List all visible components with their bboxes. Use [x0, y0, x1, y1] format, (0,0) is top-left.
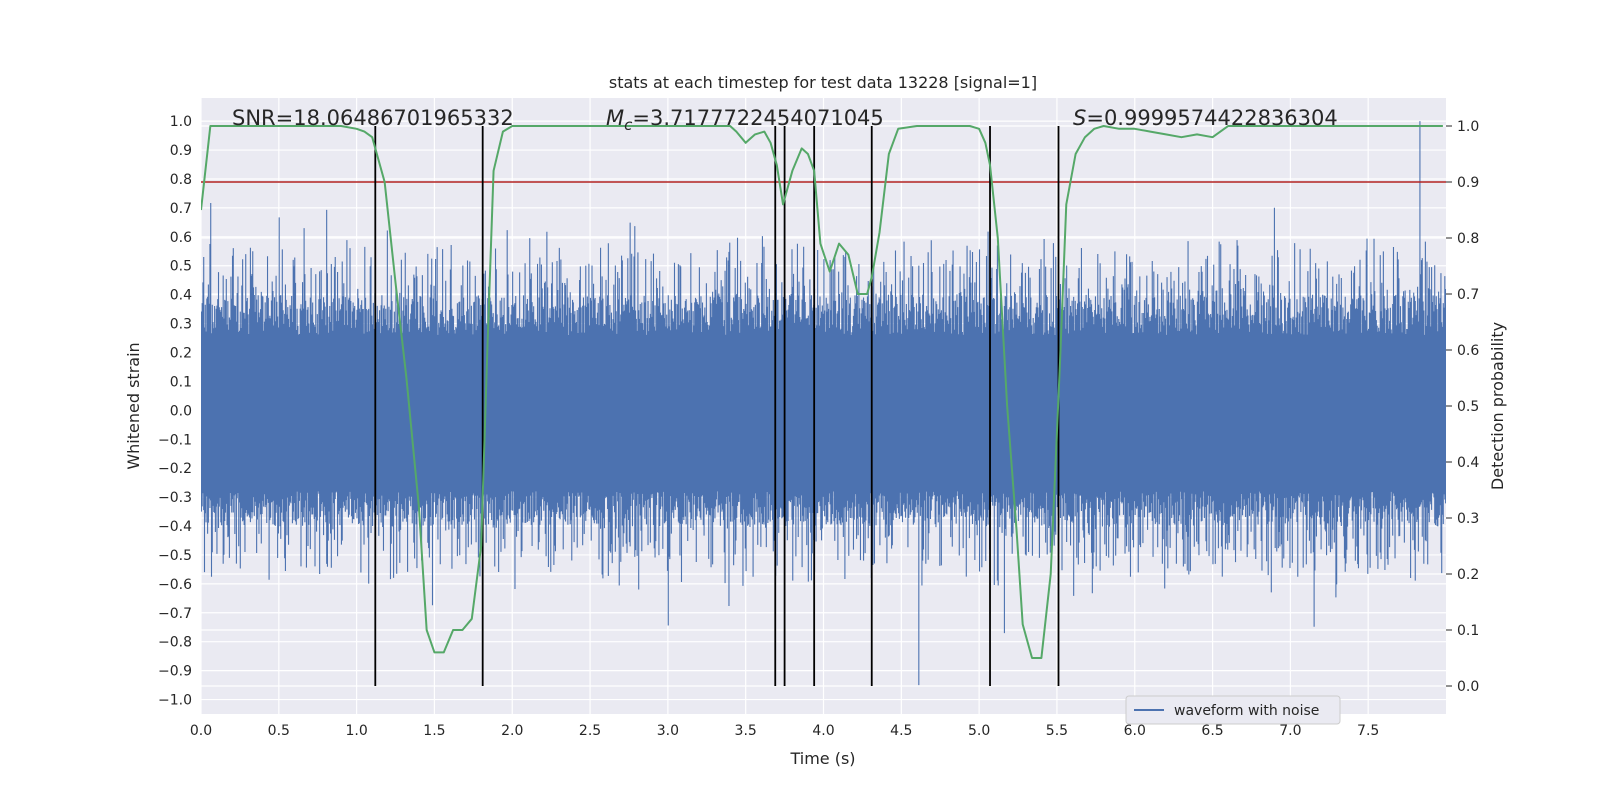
y-axis-label: Whitened strain: [124, 342, 143, 469]
event-lines: [374, 126, 1060, 686]
x-tick-label: 7.5: [1357, 723, 1379, 739]
x-tick-label: 5.5: [1046, 723, 1068, 739]
right-tick-label: 0.8: [1457, 231, 1479, 247]
y-tick-label: −1.0: [158, 693, 192, 709]
snr-annotation: SNR=18.06486701965332: [232, 106, 514, 130]
x-tick-label: 1.0: [345, 723, 367, 739]
chirp-mass-annotation: Mc=3.7177722454071045: [606, 106, 884, 134]
y-tick-label: 0.0: [170, 403, 192, 419]
y-tick-label: 0.4: [170, 288, 192, 304]
chirp-mass-subscript: c: [624, 116, 633, 134]
probability-layer: [201, 125, 1443, 659]
right-tick-label: 0.4: [1457, 455, 1479, 471]
y-tick-label: −0.2: [158, 461, 192, 477]
right-tick-label: 0.3: [1457, 511, 1479, 527]
legend-box: [1125, 695, 1341, 725]
y-tick-label: 0.1: [170, 374, 192, 390]
right-tick-label: 0.5: [1457, 399, 1479, 415]
right-tick-label: 0.1: [1457, 623, 1479, 639]
x-tick-label: 3.0: [657, 723, 679, 739]
x-tick-label: 3.5: [735, 723, 757, 739]
x-tick-label: 4.0: [812, 723, 834, 739]
y-tick-label: −0.7: [158, 606, 192, 622]
right-axis-label: Detection probability: [1488, 322, 1507, 490]
x-tick-label: 6.5: [1201, 723, 1223, 739]
y-tick-label: −0.8: [158, 635, 192, 651]
waveform-line: [201, 121, 1446, 686]
chirp-mass-value: =3.7177722454071045: [632, 106, 883, 130]
y-tick-label: −0.4: [158, 519, 192, 535]
y-tick-label: 0.7: [170, 201, 192, 217]
x-axis-label: Time (s): [789, 749, 855, 768]
legend-label: waveform with noise: [1174, 703, 1319, 719]
s-symbol: S: [1073, 106, 1086, 130]
y-tick-label: −0.5: [158, 548, 192, 564]
right-tick-label: 0.9: [1457, 175, 1479, 191]
chart-title: stats at each timestep for test data 132…: [609, 73, 1037, 92]
x-tick-label: 5.0: [968, 723, 990, 739]
waveform-series: [201, 121, 1446, 686]
probability-line: [201, 125, 1443, 659]
s-value: =0.9999574422836304: [1086, 106, 1337, 130]
right-tick-label: 0.7: [1457, 287, 1479, 303]
x-tick-label: 1.5: [423, 723, 445, 739]
snr-prob-annotation: S=0.9999574422836304: [1073, 106, 1338, 130]
x-tick-label: 0.5: [268, 723, 290, 739]
y-tick-label: 0.8: [170, 172, 192, 188]
y-axis-ticks: 1.0 0.9 0.8 0.7 0.6 0.5 0.4 0.3 0.2 0.1 0.0 −0.1 −0.…: [158, 114, 192, 708]
x-tick-label: 2.5: [579, 723, 601, 739]
right-tick-label: 0.0: [1457, 679, 1479, 695]
y-tick-label: 0.6: [170, 230, 192, 246]
y-tick-label: 1.0: [170, 114, 192, 130]
x-tick-label: 0.0: [190, 723, 212, 739]
right-axis-ticks: 1.0 0.9 0.8 0.7 0.6 0.5 0.4 0.3 0.2 0.1 0.0: [1446, 119, 1479, 695]
y-tick-label: −0.3: [158, 490, 192, 506]
y-tick-label: −0.1: [158, 432, 192, 448]
right-tick-label: 1.0: [1457, 119, 1479, 135]
y-tick-label: −0.9: [158, 664, 192, 680]
right-tick-label: 0.2: [1457, 567, 1479, 583]
chirp-mass-symbol: M: [606, 106, 624, 130]
x-tick-label: 6.0: [1124, 723, 1146, 739]
right-tick-label: 0.6: [1457, 343, 1479, 359]
y-tick-label: 0.3: [170, 317, 192, 333]
x-tick-label: 7.0: [1279, 723, 1301, 739]
legend: waveform with noise: [1125, 695, 1341, 725]
x-axis-ticks: 0.0 0.5 1.0 1.5 2.0 2.5 3.0 3.5 4.0 4.5 5.0 5.5 6.0 6…: [190, 723, 1379, 739]
y-tick-label: 0.2: [170, 345, 192, 361]
x-tick-label: 2.0: [501, 723, 523, 739]
x-tick-label: 4.5: [890, 723, 912, 739]
y-tick-label: 0.9: [170, 143, 192, 159]
y-tick-label: 0.5: [170, 259, 192, 275]
y-tick-label: −0.6: [158, 577, 192, 593]
